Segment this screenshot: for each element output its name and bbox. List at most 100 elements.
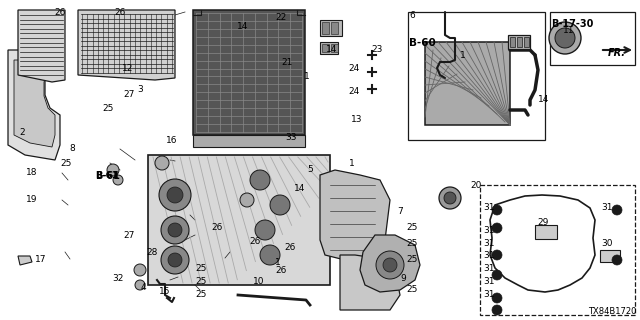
Polygon shape bbox=[8, 50, 60, 160]
Circle shape bbox=[168, 253, 182, 267]
Circle shape bbox=[255, 220, 275, 240]
Circle shape bbox=[161, 216, 189, 244]
Text: 16: 16 bbox=[166, 136, 178, 145]
Polygon shape bbox=[78, 10, 175, 80]
Bar bbox=[322, 44, 329, 52]
Text: 22: 22 bbox=[275, 13, 287, 22]
Text: 31: 31 bbox=[483, 226, 495, 235]
Text: 31: 31 bbox=[483, 204, 495, 212]
Circle shape bbox=[240, 193, 254, 207]
Bar bbox=[510, 37, 515, 47]
Text: 12: 12 bbox=[122, 64, 133, 73]
Text: FR.: FR. bbox=[608, 48, 626, 58]
Circle shape bbox=[492, 205, 502, 215]
Circle shape bbox=[549, 22, 581, 54]
Bar bbox=[508, 35, 530, 49]
Text: 13: 13 bbox=[351, 116, 362, 124]
Text: 15: 15 bbox=[159, 287, 170, 296]
Bar bbox=[320, 20, 342, 36]
Circle shape bbox=[167, 187, 183, 203]
Circle shape bbox=[492, 223, 502, 233]
Text: 17: 17 bbox=[35, 255, 47, 264]
Bar bbox=[517, 37, 522, 47]
Text: 25: 25 bbox=[61, 159, 72, 168]
Polygon shape bbox=[320, 170, 390, 260]
Text: 6: 6 bbox=[410, 11, 415, 20]
Bar bbox=[193, 10, 305, 135]
Bar bbox=[322, 22, 329, 34]
Polygon shape bbox=[360, 235, 420, 292]
Text: 3: 3 bbox=[138, 85, 143, 94]
Circle shape bbox=[270, 195, 290, 215]
Text: 31: 31 bbox=[483, 277, 495, 286]
Text: 24: 24 bbox=[349, 64, 360, 73]
Text: 7: 7 bbox=[397, 207, 403, 216]
Text: 26: 26 bbox=[275, 266, 287, 275]
Text: 14: 14 bbox=[237, 22, 248, 31]
Text: 23: 23 bbox=[371, 45, 383, 54]
Bar bbox=[320, 42, 338, 54]
Text: 24: 24 bbox=[349, 87, 360, 96]
Text: 32: 32 bbox=[112, 274, 124, 283]
Text: 25: 25 bbox=[195, 264, 207, 273]
Text: 26: 26 bbox=[114, 8, 125, 17]
Circle shape bbox=[376, 251, 404, 279]
Text: 26: 26 bbox=[211, 223, 223, 232]
Text: 31: 31 bbox=[483, 290, 495, 299]
Text: 1: 1 bbox=[304, 72, 310, 81]
Text: B-61: B-61 bbox=[95, 171, 120, 181]
Circle shape bbox=[492, 250, 502, 260]
Bar bbox=[331, 22, 338, 34]
Text: 18: 18 bbox=[26, 168, 37, 177]
Circle shape bbox=[161, 246, 189, 274]
Text: 31: 31 bbox=[602, 204, 613, 212]
Bar bbox=[480, 185, 635, 315]
Bar bbox=[408, 12, 545, 140]
Text: 27: 27 bbox=[123, 90, 134, 99]
Text: 25: 25 bbox=[102, 104, 114, 113]
Circle shape bbox=[168, 223, 182, 237]
Bar bbox=[535, 225, 557, 239]
Text: 2: 2 bbox=[19, 128, 25, 137]
Circle shape bbox=[113, 175, 123, 185]
Circle shape bbox=[260, 245, 280, 265]
Text: B-61: B-61 bbox=[95, 171, 118, 180]
Text: TX84B1720: TX84B1720 bbox=[588, 307, 636, 316]
Text: B-17-30: B-17-30 bbox=[552, 19, 594, 29]
Bar bbox=[600, 250, 620, 262]
Text: B-60: B-60 bbox=[409, 38, 436, 48]
Text: 8: 8 bbox=[69, 144, 75, 153]
Text: 31: 31 bbox=[483, 264, 495, 273]
Bar bbox=[331, 44, 338, 52]
Polygon shape bbox=[18, 256, 32, 265]
Circle shape bbox=[555, 28, 575, 48]
Circle shape bbox=[134, 264, 146, 276]
Text: 30: 30 bbox=[602, 239, 613, 248]
Text: 5: 5 bbox=[307, 165, 313, 174]
Circle shape bbox=[444, 192, 456, 204]
Circle shape bbox=[492, 305, 502, 315]
Text: 27: 27 bbox=[123, 231, 134, 240]
Text: 26: 26 bbox=[285, 244, 296, 252]
Text: 1: 1 bbox=[460, 52, 465, 60]
Text: 31: 31 bbox=[483, 239, 495, 248]
Circle shape bbox=[383, 258, 397, 272]
Circle shape bbox=[612, 255, 622, 265]
Text: 28: 28 bbox=[146, 248, 157, 257]
Bar bbox=[550, 12, 635, 65]
Bar bbox=[193, 135, 305, 147]
Polygon shape bbox=[340, 255, 400, 310]
Text: 29: 29 bbox=[538, 218, 549, 227]
Text: 25: 25 bbox=[406, 255, 418, 264]
Circle shape bbox=[492, 270, 502, 280]
Circle shape bbox=[492, 293, 502, 303]
Text: 14: 14 bbox=[326, 45, 338, 54]
Text: 14: 14 bbox=[294, 184, 306, 193]
Text: 21: 21 bbox=[282, 58, 293, 67]
Text: 9: 9 bbox=[400, 274, 406, 283]
Text: 25: 25 bbox=[195, 277, 207, 286]
Text: 1: 1 bbox=[275, 258, 281, 267]
Bar bbox=[148, 155, 330, 285]
Polygon shape bbox=[14, 60, 55, 147]
Text: 19: 19 bbox=[26, 196, 37, 204]
